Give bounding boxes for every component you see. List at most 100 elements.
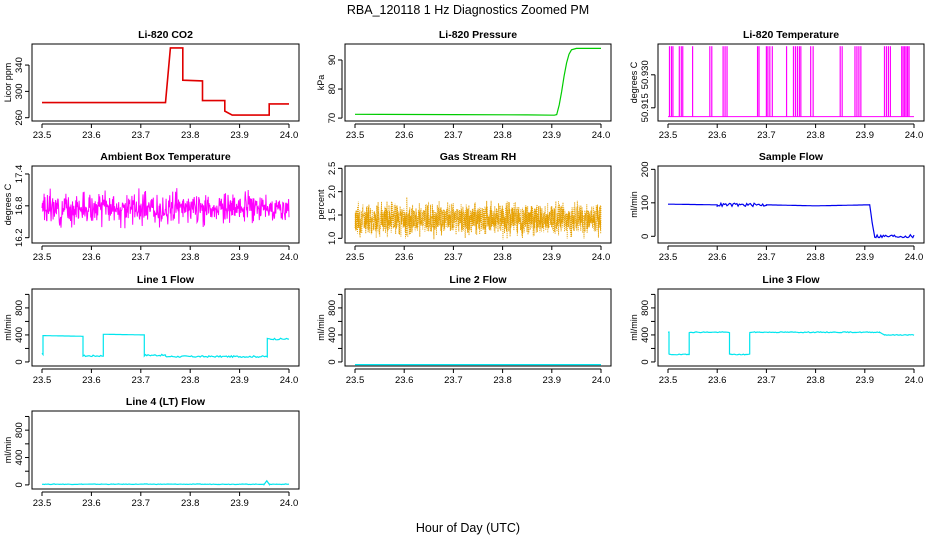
x-tick-label: 23.5 bbox=[33, 375, 52, 386]
x-tick-label: 23.8 bbox=[493, 252, 512, 263]
x-tick-label: 23.9 bbox=[856, 375, 875, 386]
y-tick-label: 17.4 bbox=[14, 165, 25, 184]
x-tick-label: 23.9 bbox=[856, 130, 875, 141]
chart-co2: Li-820 CO2 23.5 23.6 23.7 23.8 23.9 24.0 260 300… bbox=[3, 29, 300, 141]
x-tick-label: 23.6 bbox=[708, 375, 727, 386]
x-tick-label: 23.5 bbox=[659, 252, 678, 263]
y-tick-label: 800 bbox=[14, 300, 25, 316]
chart-ambient: Ambient Box Temperature 23.5 23.6 23.7 23.8 2… bbox=[3, 151, 300, 263]
y-axis-label: degrees C bbox=[3, 183, 13, 225]
plot-frame bbox=[657, 288, 925, 367]
plot-frame bbox=[657, 43, 925, 122]
x-tick-label: 23.7 bbox=[444, 252, 463, 263]
y-axis: 0 100 200 bbox=[640, 161, 656, 239]
line-trace bbox=[667, 331, 915, 356]
x-tick-label: 23.7 bbox=[132, 130, 151, 141]
plot-frame bbox=[31, 165, 300, 244]
y-tick-label: 0 bbox=[640, 234, 651, 239]
x-tick-label: 23.7 bbox=[757, 252, 776, 263]
line-trace bbox=[41, 188, 290, 229]
x-axis: 23.5 23.6 23.7 23.8 23.9 24.0 bbox=[346, 245, 610, 263]
x-tick-label: 23.8 bbox=[806, 252, 825, 263]
series-line4 bbox=[41, 479, 290, 487]
y-tick-label: 800 bbox=[14, 422, 25, 438]
y-tick-label: 100 bbox=[640, 195, 651, 211]
chart-title: Sample Flow bbox=[759, 151, 824, 163]
x-tick-label: 23.6 bbox=[708, 130, 727, 141]
x-axis: 23.5 23.6 23.7 23.8 23.9 24.0 bbox=[659, 368, 923, 386]
y-axis-label: ml/min bbox=[3, 314, 13, 341]
series-line1 bbox=[41, 333, 290, 359]
chart-pressure: Li-820 Pressure 23.5 23.6 23.7 23.8 23.9 24.0 7… bbox=[316, 29, 612, 141]
chart-rh: Gas Stream RH 23.5 23.6 23.7 23.8 23.9 24.0 1.0… bbox=[316, 151, 612, 263]
x-tick-label: 23.8 bbox=[181, 375, 200, 386]
y-tick-label: 340 bbox=[14, 57, 25, 73]
x-tick-label: 23.9 bbox=[543, 130, 562, 141]
x-axis: 23.5 23.6 23.7 23.8 23.9 24.0 bbox=[346, 123, 611, 141]
y-tick-label: 2.0 bbox=[327, 185, 338, 198]
x-tick-label: 23.7 bbox=[757, 375, 776, 386]
series-pressure bbox=[354, 47, 601, 116]
chart-title: Line 2 Flow bbox=[449, 274, 507, 286]
x-tick-label: 23.8 bbox=[806, 375, 825, 386]
y-tick-label: 2.5 bbox=[327, 162, 338, 175]
y-axis: 70 80 90 bbox=[327, 55, 343, 124]
series-ambient bbox=[41, 188, 290, 229]
chart-title: Line 3 Flow bbox=[762, 274, 820, 286]
y-tick-label: 1.5 bbox=[327, 208, 338, 221]
y-axis-label: Licor ppm bbox=[3, 63, 13, 103]
chart-title: Li-820 Pressure bbox=[439, 29, 517, 41]
x-tick-label: 23.9 bbox=[543, 375, 562, 386]
x-tick-label: 23.8 bbox=[181, 252, 200, 263]
y-tick-label: 0 bbox=[327, 359, 338, 364]
y-tick-label: 0 bbox=[14, 359, 25, 364]
y-tick-label: 400 bbox=[14, 327, 25, 343]
x-axis: 23.5 23.6 23.7 23.8 23.9 24.0 bbox=[659, 245, 924, 263]
y-axis: 260 300 340 bbox=[14, 57, 30, 126]
series-co2 bbox=[42, 47, 289, 116]
chart-title: Line 4 (LT) Flow bbox=[126, 396, 206, 408]
x-tick-label: 24.0 bbox=[592, 130, 611, 141]
y-tick-label: 400 bbox=[640, 327, 651, 343]
y-axis-label: kPa bbox=[316, 75, 326, 91]
y-axis-label: ml/min bbox=[629, 314, 639, 341]
y-tick-label: 0 bbox=[14, 482, 25, 487]
y-axis-label: ml/min bbox=[3, 437, 13, 464]
x-tick-label: 24.0 bbox=[280, 252, 299, 263]
y-tick-label: 50.930 bbox=[640, 60, 651, 89]
x-tick-label: 23.5 bbox=[346, 252, 365, 263]
y-tick-label: 16.8 bbox=[14, 197, 25, 216]
x-axis: 23.5 23.6 23.7 23.8 23.9 24.0 bbox=[659, 123, 923, 141]
x-tick-label: 23.5 bbox=[659, 130, 678, 141]
y-axis: 0 400 800 bbox=[327, 293, 343, 365]
chart-title: Li-820 CO2 bbox=[138, 29, 193, 41]
x-tick-label: 23.6 bbox=[395, 252, 414, 263]
chart-line1: Line 1 Flow 23.5 23.6 23.7 23.8 23.9 24.0 0 400 8… bbox=[3, 274, 300, 386]
x-tick-label: 23.7 bbox=[132, 375, 151, 386]
x-tick-label: 23.9 bbox=[856, 252, 875, 263]
plot-frame bbox=[31, 288, 300, 367]
x-tick-label: 23.8 bbox=[493, 130, 512, 141]
x-tick-label: 23.6 bbox=[82, 498, 101, 509]
x-axis: 23.5 23.6 23.7 23.8 23.9 24.0 bbox=[33, 245, 299, 263]
y-axis-label: ml/min bbox=[629, 191, 639, 218]
x-tick-label: 23.8 bbox=[493, 375, 512, 386]
y-axis-label: degrees C bbox=[629, 61, 639, 103]
x-tick-label: 24.0 bbox=[592, 375, 611, 386]
chart-sampleflow: Sample Flow 23.5 23.6 23.7 23.8 23.9 24.0 0 100 2… bbox=[629, 151, 925, 263]
y-axis: 0 400 800 bbox=[640, 293, 656, 365]
line-trace bbox=[354, 47, 601, 116]
x-tick-label: 23.6 bbox=[708, 252, 727, 263]
plot-frame bbox=[31, 410, 300, 490]
chart-title: Ambient Box Temperature bbox=[100, 151, 231, 163]
figure-x-axis-label: Hour of Day (UTC) bbox=[416, 521, 520, 535]
x-tick-label: 24.0 bbox=[905, 252, 924, 263]
y-axis: 0 400 800 bbox=[14, 415, 30, 488]
series-sampleflow bbox=[668, 201, 915, 239]
y-axis-label: ml/min bbox=[316, 314, 326, 341]
x-tick-label: 23.8 bbox=[181, 498, 200, 509]
x-tick-label: 23.5 bbox=[659, 375, 678, 386]
x-tick-label: 23.5 bbox=[33, 498, 52, 509]
y-tick-label: 70 bbox=[327, 113, 338, 124]
